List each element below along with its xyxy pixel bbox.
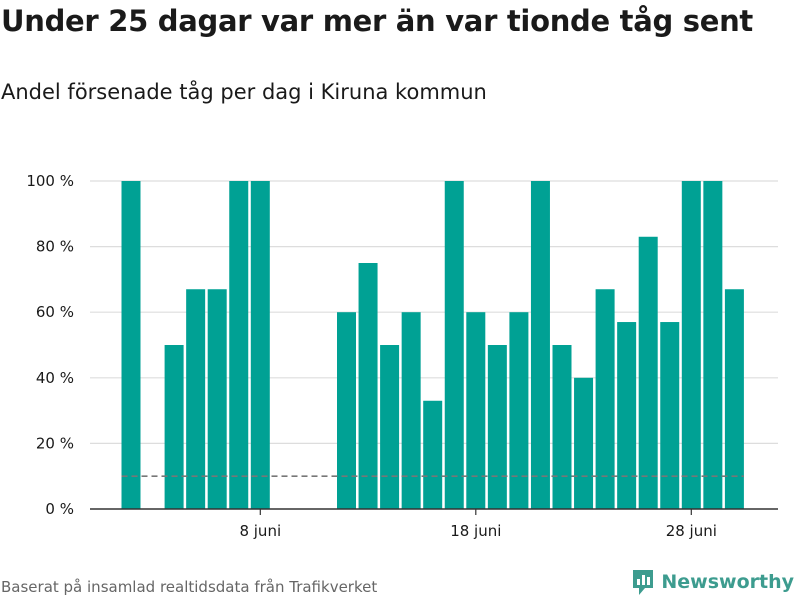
y-tick-label: 100 % [26, 172, 74, 190]
bar [574, 377, 594, 509]
chart-title: Under 25 dagar var mer än var tionde tåg… [1, 4, 753, 38]
bar [229, 181, 249, 509]
bar [466, 312, 486, 509]
bar [595, 289, 615, 509]
bar [207, 289, 227, 509]
chart-subtitle: Andel försenade tåg per dag i Kiruna kom… [1, 80, 487, 104]
y-tick-label: 80 % [36, 238, 74, 256]
bar [617, 322, 637, 509]
bar [530, 181, 550, 509]
bar [164, 345, 184, 509]
x-tick-label: 18 juni [450, 522, 501, 540]
bar [401, 312, 421, 509]
bar [444, 181, 464, 509]
bar [509, 312, 529, 509]
bar [337, 312, 356, 509]
bar [423, 400, 443, 509]
y-tick-label: 60 % [36, 303, 74, 321]
bar [380, 345, 400, 509]
x-tick-label: 28 juni [666, 522, 717, 540]
bar [121, 181, 141, 509]
brand-name: Newsworthy [661, 571, 794, 593]
newsworthy-logo: Newsworthy [631, 568, 794, 596]
bar [703, 181, 723, 509]
x-tick-label: 8 juni [239, 522, 281, 540]
y-tick-label: 0 % [45, 500, 74, 518]
bar [552, 345, 572, 509]
y-tick-label: 20 % [36, 434, 74, 452]
bar-chart: 0 % 20 % 40 % 60 % 80 % 100 % 8 juni 18 juni 28 … [26, 172, 778, 540]
bar [487, 345, 507, 509]
y-tick-label: 40 % [36, 369, 74, 387]
bar [681, 181, 701, 509]
bar [358, 263, 378, 509]
source-note: Baserat på insamlad realtidsdata från Tr… [1, 578, 378, 596]
bar [250, 181, 270, 509]
bar [724, 289, 744, 509]
bar [186, 289, 206, 509]
bar [638, 236, 658, 509]
newsworthy-logo-icon [633, 570, 654, 595]
bar [660, 322, 680, 509]
